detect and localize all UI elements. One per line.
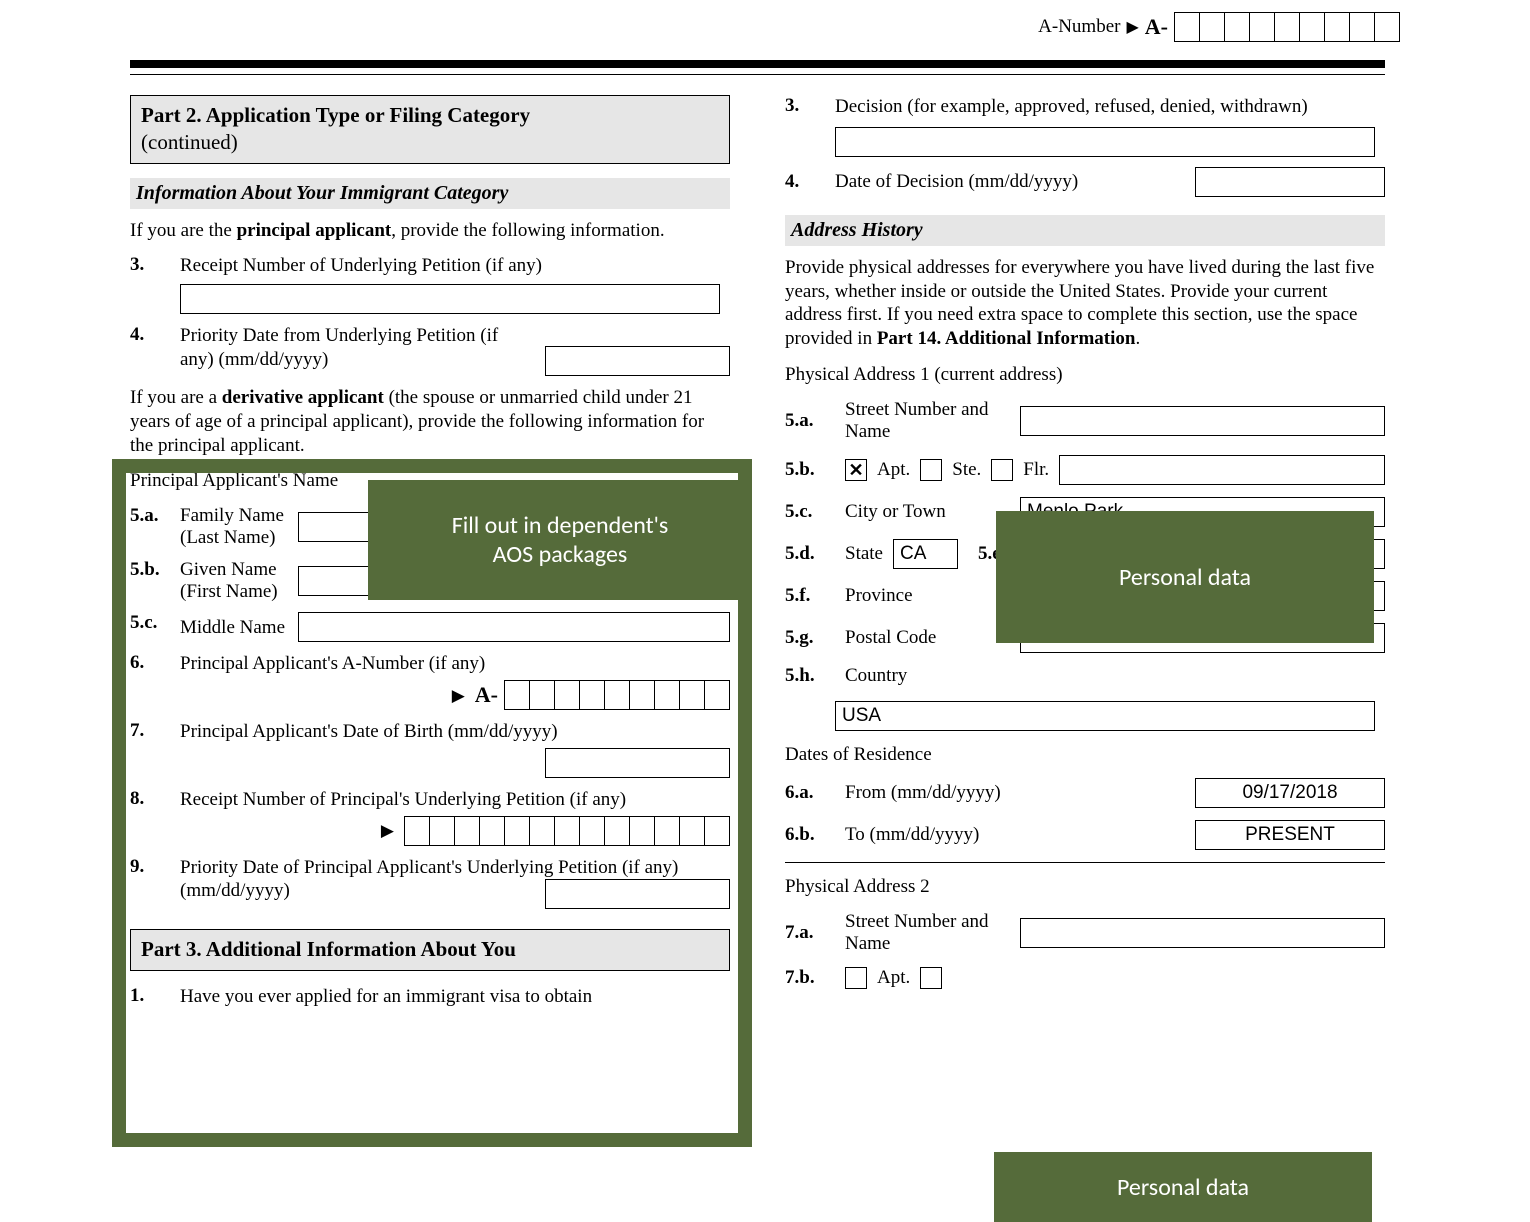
triangle-right-icon: ▶ — [381, 820, 394, 841]
triangle-right-icon: ▶ — [452, 685, 465, 706]
pa-anumber-boxes[interactable] — [504, 680, 730, 710]
address2-label: Physical Address 2 — [785, 875, 1385, 899]
addr2-7b: 7.b. Apt. — [785, 967, 1385, 989]
p3-q1-row: 1. Have you ever applied for an immigran… — [130, 985, 730, 1009]
a-prefix: A- — [475, 681, 498, 709]
p3-q3-row: 3. Decision (for example, approved, refu… — [785, 95, 1385, 157]
q7-row: 7. Principal Applicant's Date of Birth (… — [130, 720, 730, 778]
q9-row: 9. Priority Date of Principal Applicant'… — [130, 856, 730, 910]
address-intro: Provide physical addresses for everywher… — [785, 256, 1385, 351]
addr1-6a: 6.a. From (mm/dd/yyyy) — [785, 778, 1385, 808]
address-history-section: Address History — [785, 215, 1385, 246]
triangle-right-icon: ▶ — [1126, 17, 1138, 37]
addr2-7a: 7.a. Street Number and Name — [785, 911, 1385, 955]
state-input[interactable] — [893, 539, 958, 569]
addr1-5a: 5.a. Street Number and Name — [785, 399, 1385, 443]
to-date-input[interactable] — [1195, 820, 1385, 850]
part2-title: Part 2. Application Type or Filing Categ… — [141, 103, 530, 127]
q4-num: 4. — [130, 324, 180, 346]
divider — [785, 862, 1385, 863]
decision-input[interactable] — [835, 127, 1375, 157]
p3-q4-row: 4. Date of Decision (mm/dd/yyyy) — [785, 167, 1385, 197]
q5c-label: Middle Name — [180, 616, 290, 640]
ste2-checkbox[interactable] — [920, 967, 942, 989]
receipt-number-input[interactable] — [180, 284, 720, 314]
part2-header: Part 2. Application Type or Filing Categ… — [130, 95, 730, 164]
a-number-boxes[interactable] — [1174, 12, 1400, 42]
top-thick-rule — [130, 60, 1385, 68]
address1-label: Physical Address 1 (current address) — [785, 363, 1385, 387]
p3-q4-label: Date of Decision (mm/dd/yyyy) — [835, 170, 1183, 194]
q5a-label: Family Name (Last Name) — [180, 505, 290, 549]
q3-num: 3. — [130, 254, 180, 276]
a-number-header: A-Number ▶ A- — [1038, 12, 1400, 42]
decision-date-input[interactable] — [1195, 167, 1385, 197]
q7-label: Principal Applicant's Date of Birth (mm/… — [180, 721, 558, 742]
dependent-callout: Fill out in dependent's AOS packages — [368, 480, 752, 600]
principal-intro: If you are the principal applicant, prov… — [130, 219, 730, 243]
part3-header: Part 3. Additional Information About You — [130, 929, 730, 970]
q5b-label: Given Name (First Name) — [180, 559, 290, 603]
dates-of-residence-label: Dates of Residence — [785, 743, 1385, 767]
apt2-checkbox[interactable] — [845, 967, 867, 989]
country-input[interactable] — [835, 701, 1375, 731]
addr1-5h: 5.h. Country — [785, 665, 1385, 731]
immigrant-category-section: Information About Your Immigrant Categor… — [130, 178, 730, 209]
top-thin-rule — [130, 74, 1385, 75]
priority-date-input[interactable] — [545, 346, 730, 376]
q6-row: 6. Principal Applicant's A-Number (if an… — [130, 652, 730, 710]
personal-data-callout-1: Personal data — [996, 511, 1374, 643]
q4-row: 4. Priority Date from Underlying Petitio… — [130, 324, 730, 376]
flr-checkbox[interactable] — [991, 459, 1013, 481]
from-date-input[interactable] — [1195, 778, 1385, 808]
p3-q3-label: Decision (for example, approved, refused… — [835, 96, 1308, 117]
part2-continued: (continued) — [141, 130, 238, 154]
a-number-label: A-Number — [1038, 16, 1120, 38]
a-prefix: A- — [1145, 14, 1168, 40]
part3-title: Part 3. Additional Information About You — [141, 937, 516, 961]
personal-data-callout-2: Personal data — [994, 1152, 1372, 1222]
ste-checkbox[interactable] — [920, 459, 942, 481]
q8-row: 8. Receipt Number of Principal's Underly… — [130, 788, 730, 846]
q3-label: Receipt Number of Underlying Petition (i… — [180, 255, 542, 276]
apt-number-input[interactable] — [1059, 455, 1385, 485]
derivative-intro: If you are a derivative applicant (the s… — [130, 386, 730, 457]
pa-dob-input[interactable] — [545, 748, 730, 778]
q8-label: Receipt Number of Principal's Underlying… — [180, 789, 626, 810]
q5c-row: 5.c. Middle Name — [130, 612, 730, 642]
pa-receipt-boxes[interactable] — [404, 816, 730, 846]
q3-row: 3. Receipt Number of Underlying Petition… — [130, 254, 730, 314]
q6-label: Principal Applicant's A-Number (if any) — [180, 653, 485, 674]
apt-checkbox[interactable] — [845, 459, 867, 481]
q4-label: Priority Date from Underlying Petition (… — [180, 324, 535, 376]
addr1-6b: 6.b. To (mm/dd/yyyy) — [785, 820, 1385, 850]
p3-q1-label: Have you ever applied for an immigrant v… — [180, 986, 592, 1007]
street-input[interactable] — [1020, 406, 1385, 436]
street2-input[interactable] — [1020, 918, 1385, 948]
pa-priority-date-input[interactable] — [545, 879, 730, 909]
addr1-5b: 5.b. Apt. Ste. Flr. — [785, 455, 1385, 485]
middle-name-input[interactable] — [298, 612, 730, 642]
